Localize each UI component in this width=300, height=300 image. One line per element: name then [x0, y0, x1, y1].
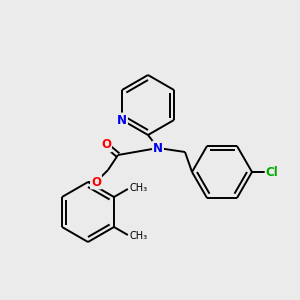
Text: O: O — [91, 176, 101, 188]
Text: N: N — [153, 142, 163, 154]
Text: CH₃: CH₃ — [130, 231, 148, 241]
Text: CH₃: CH₃ — [130, 183, 148, 193]
Text: O: O — [101, 139, 111, 152]
Text: Cl: Cl — [266, 166, 278, 178]
Text: N: N — [117, 113, 127, 127]
